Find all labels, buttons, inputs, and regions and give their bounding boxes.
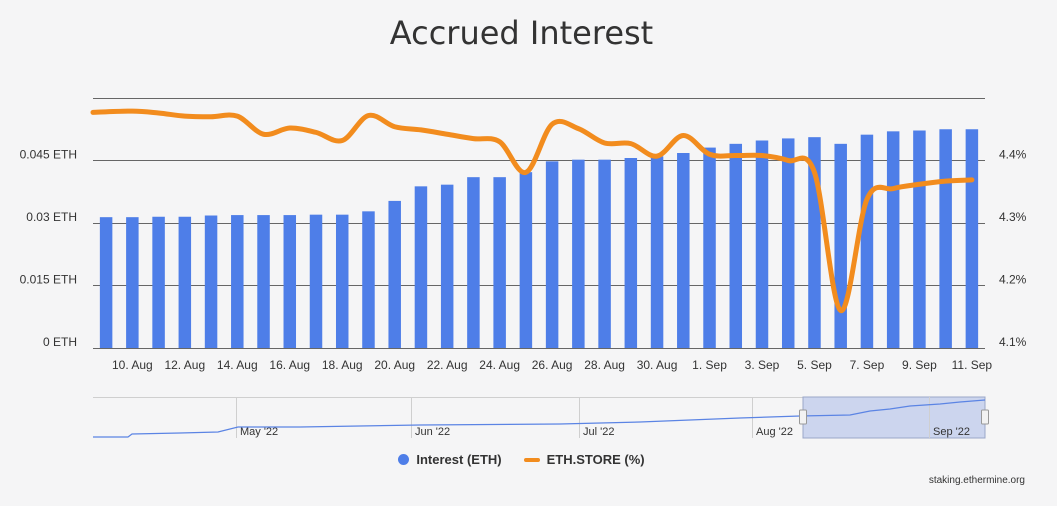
- bar: [598, 159, 611, 348]
- x-tick-label: 20. Aug: [374, 358, 415, 372]
- bar: [624, 158, 638, 348]
- y-left-tick-label: 0.03 ETH: [26, 210, 77, 224]
- navigator-handle: [981, 409, 989, 425]
- credit-text: staking.ethermine.org: [928, 475, 1025, 486]
- x-tick-label: 30. Aug: [637, 358, 678, 372]
- navigator-series: [93, 399, 986, 438]
- y-left-tick-label: 0.015 ETH: [20, 273, 77, 287]
- navigator-selection: [802, 396, 986, 439]
- legend-swatch-ethstore: [523, 457, 540, 462]
- y-left-tick-label: 0.045 ETH: [20, 148, 77, 162]
- bar: [572, 159, 585, 348]
- x-tick-label: 22. Aug: [427, 358, 468, 372]
- legend-label-ethstore: ETH.STORE (%): [546, 452, 645, 467]
- line-series: [90, 108, 975, 314]
- bar: [913, 130, 926, 348]
- grid-layer: [93, 98, 985, 349]
- bar: [834, 143, 847, 348]
- bar: [152, 216, 165, 348]
- bar: [440, 184, 454, 348]
- bar: [860, 134, 874, 348]
- legend-item-ethstore[interactable]: ETH.STORE (%): [523, 452, 645, 467]
- axis-layer: 0 ETH 0.015 ETH 0.03 ETH 0.045 ETH 4.1% 4.2% 4…: [20, 148, 1027, 373]
- navigator-handle: [799, 409, 807, 425]
- bar: [99, 217, 113, 348]
- bar: [781, 138, 795, 348]
- x-tick-label: 7. Sep: [850, 358, 885, 372]
- bar: [703, 147, 716, 348]
- navigator-label: May '22: [240, 426, 278, 438]
- y-right-tick-label: 4.3%: [999, 210, 1027, 224]
- bar: [309, 214, 323, 348]
- x-tick-label: 16. Aug: [269, 358, 310, 372]
- bar: [335, 214, 349, 348]
- navigator-label: Jun '22: [415, 426, 450, 438]
- navigator-label: Sep '22: [933, 426, 970, 438]
- bar: [650, 156, 664, 348]
- bar: [178, 216, 192, 348]
- bar: [545, 161, 559, 348]
- bar: [204, 215, 218, 348]
- bar: [231, 215, 244, 348]
- x-tick-label: 11. Sep: [952, 358, 993, 372]
- bar: [414, 186, 428, 348]
- x-tick-label: 1. Sep: [692, 358, 727, 372]
- chart-title: Accrued Interest: [389, 14, 654, 52]
- x-tick-label: 14. Aug: [217, 358, 258, 372]
- x-tick-label: 26. Aug: [532, 358, 573, 372]
- bar: [886, 131, 900, 348]
- bar: [126, 217, 139, 348]
- x-tick-label: 18. Aug: [322, 358, 363, 372]
- navigator-label: Aug '22: [756, 426, 793, 438]
- bar: [467, 177, 480, 348]
- x-tick-label: 5. Sep: [797, 358, 832, 372]
- bar: [755, 140, 769, 348]
- legend-label-interest: Interest (ETH): [416, 452, 502, 467]
- x-tick-label: 12. Aug: [164, 358, 205, 372]
- bar: [939, 129, 952, 348]
- bar: [283, 215, 297, 348]
- legend: Interest (ETH) ETH.STORE (%): [0, 452, 1043, 467]
- x-tick-label: 10. Aug: [112, 358, 153, 372]
- navigator-label: Jul '22: [583, 426, 614, 438]
- bar: [257, 215, 270, 348]
- bar: [965, 129, 979, 348]
- bar: [519, 172, 533, 348]
- legend-item-interest[interactable]: Interest (ETH): [398, 452, 502, 467]
- bar: [362, 211, 375, 348]
- y-right-tick-label: 4.4%: [999, 148, 1027, 162]
- y-left-tick-label: 0 ETH: [43, 335, 77, 349]
- x-tick-label: 9. Sep: [902, 358, 937, 372]
- navigator[interactable]: May '22 Jun '22 Jul '22 Aug '22 Sep '22: [93, 396, 989, 439]
- y-right-tick-label: 4.2%: [999, 273, 1027, 287]
- y-right-tick-label: 4.1%: [999, 335, 1027, 349]
- bar-series: [99, 129, 979, 348]
- x-tick-label: 28. Aug: [584, 358, 625, 372]
- bar: [388, 200, 401, 348]
- legend-swatch-interest: [398, 454, 410, 465]
- bar: [677, 153, 690, 348]
- bar: [729, 143, 743, 348]
- bar: [493, 177, 506, 348]
- ethstore-line: [90, 108, 975, 314]
- x-tick-label: 3. Sep: [745, 358, 780, 372]
- x-tick-label: 24. Aug: [479, 358, 520, 372]
